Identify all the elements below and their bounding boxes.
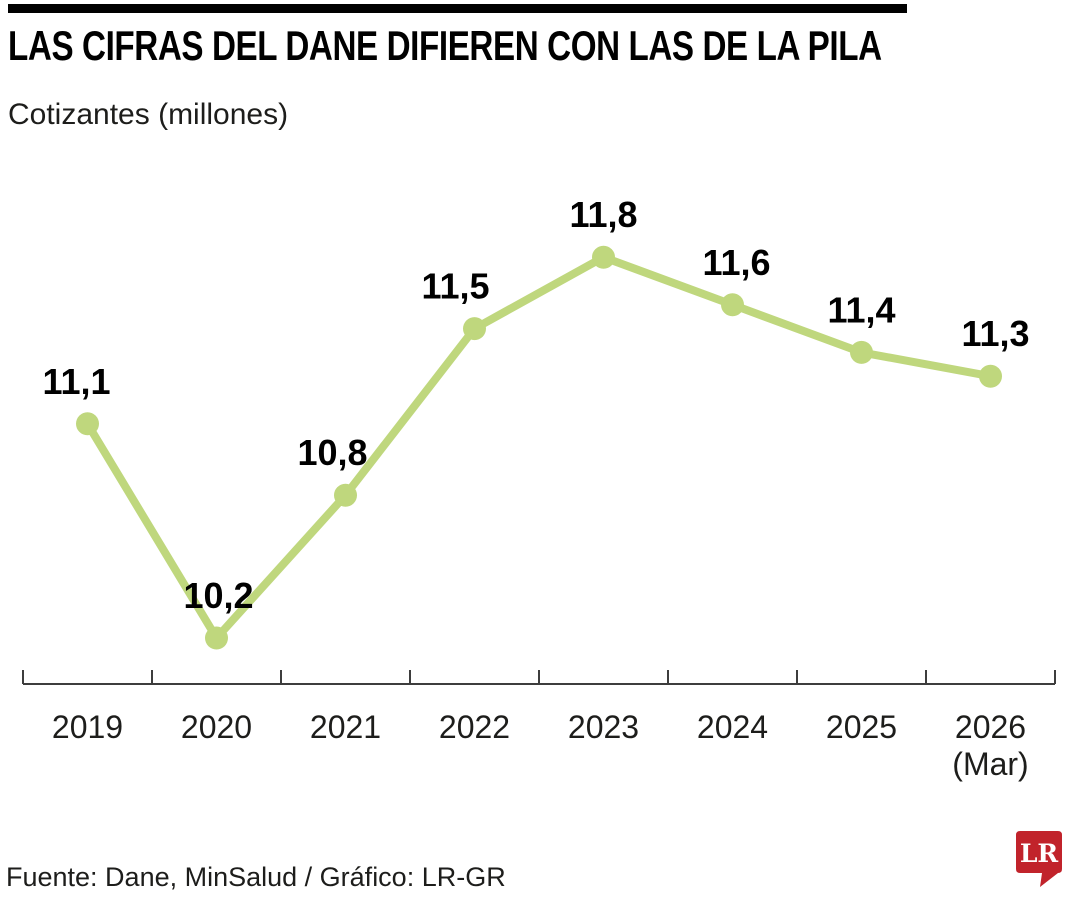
data-point-label: 11,1 [42, 361, 110, 402]
x-axis-label: 2019 [52, 709, 123, 745]
data-point [205, 626, 228, 650]
x-axis-label: 2021 [310, 709, 381, 745]
x-axis-label: 2025 [826, 709, 897, 745]
data-point [592, 245, 615, 269]
x-axis-label: 2024 [697, 709, 768, 745]
data-point [721, 293, 744, 317]
x-axis-note: (Mar) [952, 746, 1028, 782]
source-credit: Fuente: Dane, MinSalud / Gráfico: LR-GR [6, 862, 506, 892]
data-point-label: 11,8 [569, 194, 637, 235]
x-axis-label: 2020 [181, 709, 252, 745]
data-point [76, 412, 99, 436]
data-point-label: 11,3 [961, 313, 1029, 354]
lr-logo: LR [1016, 831, 1062, 887]
lr-logo-bubble [1016, 831, 1062, 887]
data-point [463, 317, 486, 341]
data-point [979, 364, 1002, 388]
data-point-label: 11,6 [702, 242, 770, 283]
data-point-label: 10,2 [183, 575, 253, 616]
x-axis-label: 2023 [568, 709, 639, 745]
data-point [850, 340, 873, 364]
data-point [334, 483, 357, 507]
lr-logo-text: LR [1020, 839, 1059, 868]
chart-unit-label: Cotizantes (millones) [8, 98, 289, 131]
x-axis-label: 2022 [439, 709, 510, 745]
data-point-label: 11,4 [827, 289, 895, 330]
series-line [84, 253, 992, 642]
top-rule [8, 4, 907, 13]
data-point-label: 11,5 [421, 266, 489, 307]
x-axis-label: 2026 [955, 709, 1026, 745]
data-point-label: 10,8 [297, 432, 367, 473]
page-title: LAS CIFRAS DEL DANE DIFIEREN CON LAS DE … [8, 22, 882, 69]
